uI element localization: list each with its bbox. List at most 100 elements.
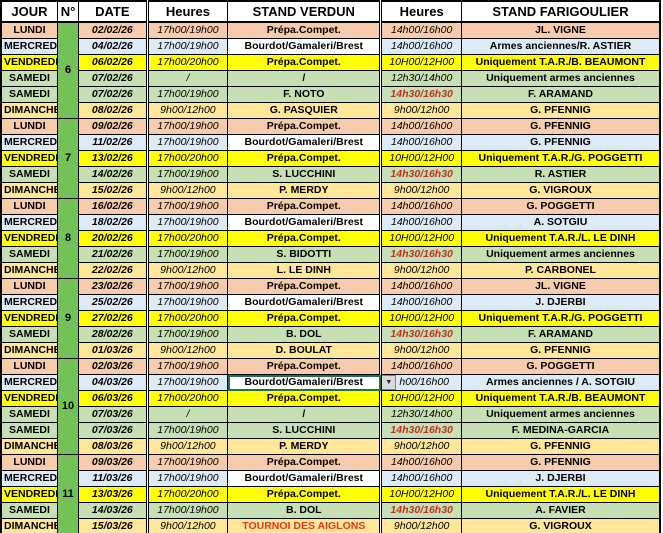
cell-day[interactable]: VENDREDI [0, 310, 58, 327]
cell-day[interactable]: LUNDI [0, 118, 58, 135]
cell-hours-verdun[interactable]: 17h00/19h00 [145, 294, 229, 311]
cell-hours-farigoulier[interactable]: 14h00/16h00 [379, 38, 462, 55]
cell-date[interactable]: 08/02/26 [78, 102, 148, 119]
cell-day[interactable]: MERCREDI [0, 374, 58, 391]
cell-hours-farigoulier[interactable]: 10H00/12H00 [379, 150, 462, 167]
cell-stand-verdun[interactable]: B. DOL [227, 502, 382, 519]
cell-date[interactable]: 06/03/26 [78, 390, 148, 407]
cell-day[interactable]: VENDREDI [0, 230, 58, 247]
cell-day[interactable]: SAMEDI [0, 502, 58, 519]
cell-stand-farigoulier[interactable]: Uniquement T.A.R./L. LE DINH [460, 230, 661, 247]
cell-stand-farigoulier[interactable]: G. PFENNIG [460, 102, 661, 119]
cell-day[interactable]: DIMANCHE [0, 182, 58, 199]
cell-stand-farigoulier[interactable]: J. DJERBI [460, 470, 661, 487]
week-number-cell[interactable]: 10 [56, 358, 80, 455]
cell-hours-verdun[interactable]: 17h00/20h00 [145, 310, 229, 327]
cell-day[interactable]: LUNDI [0, 198, 58, 215]
cell-day[interactable]: LUNDI [0, 454, 58, 471]
cell-date[interactable]: 09/02/26 [78, 118, 148, 135]
cell-hours-farigoulier[interactable]: 10H00/12H00 [379, 230, 462, 247]
cell-date[interactable]: 07/02/26 [78, 86, 148, 103]
cell-hours-verdun[interactable]: 9h00/12h00 [145, 182, 229, 199]
header-n-1[interactable]: N° [56, 0, 80, 23]
cell-day[interactable]: MERCREDI [0, 470, 58, 487]
cell-hours-verdun[interactable]: 9h00/12h00 [145, 518, 229, 533]
cell-stand-verdun[interactable]: Bourdot/Gamaleri/Brest [227, 38, 382, 55]
cell-stand-verdun[interactable]: Bourdot/Gamaleri/Brest [227, 134, 382, 151]
cell-stand-verdun[interactable]: Prépa.Compet. [227, 21, 382, 39]
cell-hours-farigoulier[interactable]: 10H00/12H00 [379, 486, 462, 503]
cell-day[interactable]: SAMEDI [0, 326, 58, 343]
cell-hours-verdun[interactable]: 17h00/19h00 [145, 118, 229, 135]
cell-stand-verdun[interactable]: Bourdot/Gamaleri/Brest [227, 214, 382, 231]
cell-hours-verdun[interactable]: 17h00/20h00 [145, 150, 229, 167]
cell-date[interactable]: 04/02/26 [78, 38, 148, 55]
cell-stand-verdun[interactable]: Prépa.Compet. [227, 54, 382, 71]
cell-date[interactable]: 22/02/26 [78, 262, 148, 279]
cell-hours-farigoulier[interactable]: 12h30/14h00 [379, 70, 462, 87]
cell-stand-farigoulier[interactable]: G. PFENNIG [460, 118, 661, 135]
cell-hours-verdun[interactable]: 17h00/19h00 [145, 198, 229, 215]
cell-stand-verdun[interactable]: Bourdot/Gamaleri/Brest [227, 294, 382, 311]
cell-stand-verdun[interactable]: F. NOTO [227, 86, 382, 103]
cell-day[interactable]: SAMEDI [0, 406, 58, 423]
cell-date[interactable]: 27/02/26 [78, 310, 148, 327]
dropdown-button[interactable]: ▼ [383, 375, 397, 390]
header-stand-verdun-4[interactable]: STAND VERDUN [227, 0, 382, 23]
week-number-cell[interactable]: 7 [56, 118, 80, 199]
cell-stand-verdun[interactable]: P. MERDY [227, 182, 382, 199]
cell-day[interactable]: MERCREDI [0, 134, 58, 151]
cell-hours-farigoulier[interactable]: 14h00/16h00 [379, 358, 462, 375]
cell-hours-farigoulier[interactable]: 10H00/12H00 [379, 54, 462, 71]
header-stand-farigoulier-6[interactable]: STAND FARIGOULIER [460, 0, 661, 23]
cell-stand-verdun[interactable]: Prépa.Compet. [227, 358, 382, 375]
cell-stand-verdun[interactable]: B. DOL [227, 326, 382, 343]
cell-date[interactable]: 28/02/26 [78, 326, 148, 343]
cell-date[interactable]: 25/02/26 [78, 294, 148, 311]
cell-stand-verdun[interactable]: D. BOULAT [227, 342, 382, 359]
cell-stand-farigoulier[interactable]: F. ARAMAND [460, 86, 661, 103]
cell-date[interactable]: 07/03/26 [78, 422, 148, 439]
cell-day[interactable]: VENDREDI [0, 390, 58, 407]
cell-day[interactable]: DIMANCHE [0, 102, 58, 119]
cell-hours-verdun[interactable]: 17h00/20h00 [145, 390, 229, 407]
week-number-cell[interactable]: 9 [56, 278, 80, 359]
cell-hours-farigoulier[interactable]: 9h00/12h00 [379, 342, 462, 359]
cell-day[interactable]: SAMEDI [0, 246, 58, 263]
cell-date[interactable]: 23/02/26 [78, 278, 148, 295]
cell-hours-farigoulier[interactable]: 9h00/12h00 [379, 262, 462, 279]
cell-day[interactable]: DIMANCHE [0, 262, 58, 279]
cell-stand-verdun[interactable]: G. PASQUIER [227, 102, 382, 119]
cell-day[interactable]: VENDREDI [0, 54, 58, 71]
cell-stand-farigoulier[interactable]: G. POGGETTI [460, 198, 661, 215]
cell-hours-verdun[interactable]: 17h00/19h00 [145, 86, 229, 103]
cell-stand-verdun[interactable]: TOURNOI DES AIGLONS [227, 518, 382, 533]
cell-hours-verdun[interactable]: / [145, 70, 229, 87]
cell-stand-farigoulier[interactable]: Armes anciennes / A. SOTGIU [460, 374, 661, 391]
cell-day[interactable]: LUNDI [0, 358, 58, 375]
cell-stand-farigoulier[interactable]: Uniquement T.A.R./B. BEAUMONT [460, 54, 661, 71]
cell-stand-farigoulier[interactable]: Armes anciennes/R. ASTIER [460, 38, 661, 55]
cell-stand-farigoulier[interactable]: F. MEDINA-GARCIA [460, 422, 661, 439]
cell-day[interactable]: MERCREDI [0, 38, 58, 55]
cell-day[interactable]: SAMEDI [0, 86, 58, 103]
cell-hours-farigoulier[interactable]: 14h00/16h00 [379, 21, 462, 39]
cell-stand-verdun[interactable]: Prépa.Compet. [227, 198, 382, 215]
cell-stand-farigoulier[interactable]: Uniquement T.A.R./L. LE DINH [460, 486, 661, 503]
cell-hours-farigoulier[interactable]: 14h00/16h00 [379, 278, 462, 295]
cell-day[interactable]: MERCREDI [0, 294, 58, 311]
cell-hours-farigoulier[interactable]: 14h00/16h00 [379, 454, 462, 471]
cell-hours-farigoulier[interactable]: 14h30/16h30 [379, 502, 462, 519]
cell-date[interactable]: 08/03/26 [78, 438, 148, 455]
cell-date[interactable]: 02/02/26 [78, 21, 148, 39]
cell-stand-farigoulier[interactable]: Uniquement T.A.R./G. POGGETTI [460, 310, 661, 327]
header-jour-0[interactable]: JOUR [0, 0, 58, 23]
cell-date[interactable]: 16/02/26 [78, 198, 148, 215]
cell-day[interactable]: DIMANCHE [0, 518, 58, 533]
cell-stand-farigoulier[interactable]: JL. VIGNE [460, 278, 661, 295]
cell-hours-farigoulier[interactable]: 9h00/12h00 [379, 182, 462, 199]
cell-stand-farigoulier[interactable]: R. ASTIER [460, 166, 661, 183]
cell-day[interactable]: VENDREDI [0, 150, 58, 167]
cell-day[interactable]: MERCREDI [0, 214, 58, 231]
header-heures-3[interactable]: Heures [145, 0, 229, 23]
